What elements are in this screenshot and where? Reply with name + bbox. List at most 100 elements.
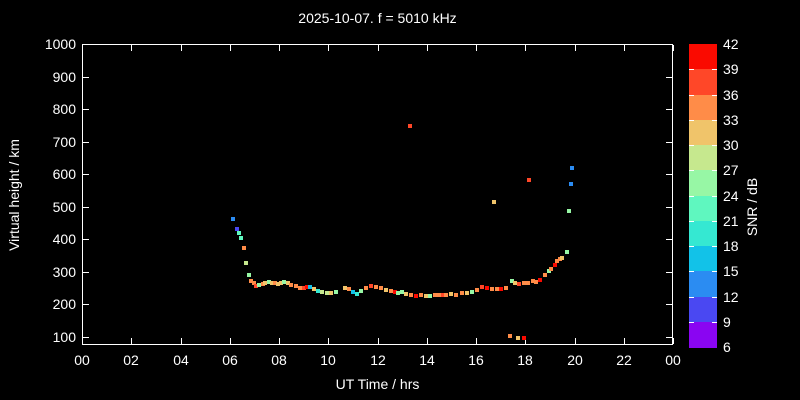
x-tick-mark (279, 45, 280, 51)
echo-data-point (465, 291, 469, 295)
colorbar-tick-label: 6 (723, 339, 731, 355)
echo-data-point (534, 280, 538, 284)
colorbar-tick-mark (712, 145, 717, 146)
echo-data-point (374, 285, 378, 289)
colorbar-tick-mark (689, 221, 694, 222)
colorbar-tick-mark (689, 170, 694, 171)
echo-data-point (409, 293, 413, 297)
echo-data-point (475, 288, 479, 292)
colorbar-tick-label: 33 (723, 112, 739, 128)
echo-data-point (396, 291, 400, 295)
y-tick-mark (83, 109, 89, 110)
echo-data-point (441, 293, 445, 297)
colorbar-tick-mark (712, 246, 717, 247)
echo-data-point (492, 200, 496, 204)
x-tick-mark (673, 45, 674, 51)
colorbar-tick-mark (712, 322, 717, 323)
echo-data-point (543, 273, 547, 277)
echo-data-point (454, 293, 458, 297)
x-tick-mark (230, 45, 231, 51)
echo-data-point (286, 281, 290, 285)
y-tick-label: 900 (52, 69, 76, 85)
y-tick-label: 800 (52, 101, 76, 117)
y-tick-mark (83, 239, 89, 240)
colorbar-tick-label: 30 (723, 137, 739, 153)
echo-data-point (369, 284, 373, 288)
x-tick-mark (575, 338, 576, 344)
echo-data-point (531, 279, 535, 283)
echo-data-point (257, 283, 261, 287)
echo-data-point (279, 281, 283, 285)
x-tick-mark (279, 338, 280, 344)
echo-data-point (273, 281, 277, 285)
echo-data-point (527, 178, 531, 182)
y-tick-label: 500 (52, 199, 76, 215)
echo-data-point (504, 286, 508, 290)
echo-data-point (294, 284, 298, 288)
x-tick-mark (82, 338, 83, 344)
echo-data-point (325, 291, 329, 295)
echo-data-point (389, 289, 393, 293)
echo-data-point (437, 293, 441, 297)
x-tick-mark (427, 338, 428, 344)
y-tick-label: 100 (52, 329, 76, 345)
y-tick-mark (666, 207, 672, 208)
echo-data-point (408, 124, 412, 128)
x-tick-mark (673, 338, 674, 344)
y-tick-label: 700 (52, 134, 76, 150)
colorbar-tick-label: 21 (723, 213, 739, 229)
x-tick-mark (378, 338, 379, 344)
colorbar-tick-label: 36 (723, 87, 739, 103)
colorbar-tick-mark (712, 271, 717, 272)
echo-data-point (569, 182, 573, 186)
y-tick-mark (83, 304, 89, 305)
echo-data-point (508, 334, 512, 338)
y-tick-label: 400 (52, 231, 76, 247)
colorbar-segment (689, 246, 717, 272)
echo-data-point (555, 259, 559, 263)
echo-data-point (235, 227, 239, 231)
echo-data-point (334, 290, 338, 294)
colorbar-tick-mark (712, 95, 717, 96)
echo-data-point (320, 290, 324, 294)
colorbar-tick-label: 12 (723, 289, 739, 305)
echo-data-point (567, 209, 571, 213)
y-tick-label: 1000 (44, 36, 76, 52)
x-tick-mark (328, 338, 329, 344)
y-tick-mark (83, 174, 89, 175)
echo-data-point (553, 263, 557, 267)
plot-title: 2025-10-07. f = 5010 kHz (298, 10, 457, 26)
echo-data-point (444, 293, 448, 297)
echo-data-point (379, 286, 383, 290)
x-tick-label: 16 (468, 352, 484, 368)
echo-data-point (254, 284, 258, 288)
echo-data-point (517, 282, 521, 286)
echo-data-point (419, 293, 423, 297)
colorbar-segment (689, 69, 717, 95)
echo-data-point (499, 287, 503, 291)
colorbar-tick-label: 39 (723, 61, 739, 77)
echo-data-point (302, 286, 306, 290)
colorbar-segment (689, 119, 717, 146)
colorbar-segment (689, 44, 717, 70)
colorbar-tick-mark (689, 271, 694, 272)
x-tick-mark (427, 45, 428, 51)
y-tick-mark (666, 77, 672, 78)
y-tick-mark (666, 44, 672, 45)
y-tick-mark (83, 337, 89, 338)
echo-data-point (513, 281, 517, 285)
echo-data-point (449, 292, 453, 296)
echo-data-point (393, 290, 397, 294)
colorbar-tick-mark (712, 221, 717, 222)
x-tick-mark (575, 45, 576, 51)
echo-data-point (364, 286, 368, 290)
echo-data-point (244, 261, 248, 265)
colorbar-segment (689, 94, 717, 121)
colorbar-tick-mark (689, 95, 694, 96)
echo-data-point (252, 281, 256, 285)
echo-data-point (433, 293, 437, 297)
echo-data-point (355, 292, 359, 296)
echo-data-point (480, 285, 484, 289)
x-tick-mark (181, 338, 182, 344)
colorbar-tick-mark (712, 170, 717, 171)
